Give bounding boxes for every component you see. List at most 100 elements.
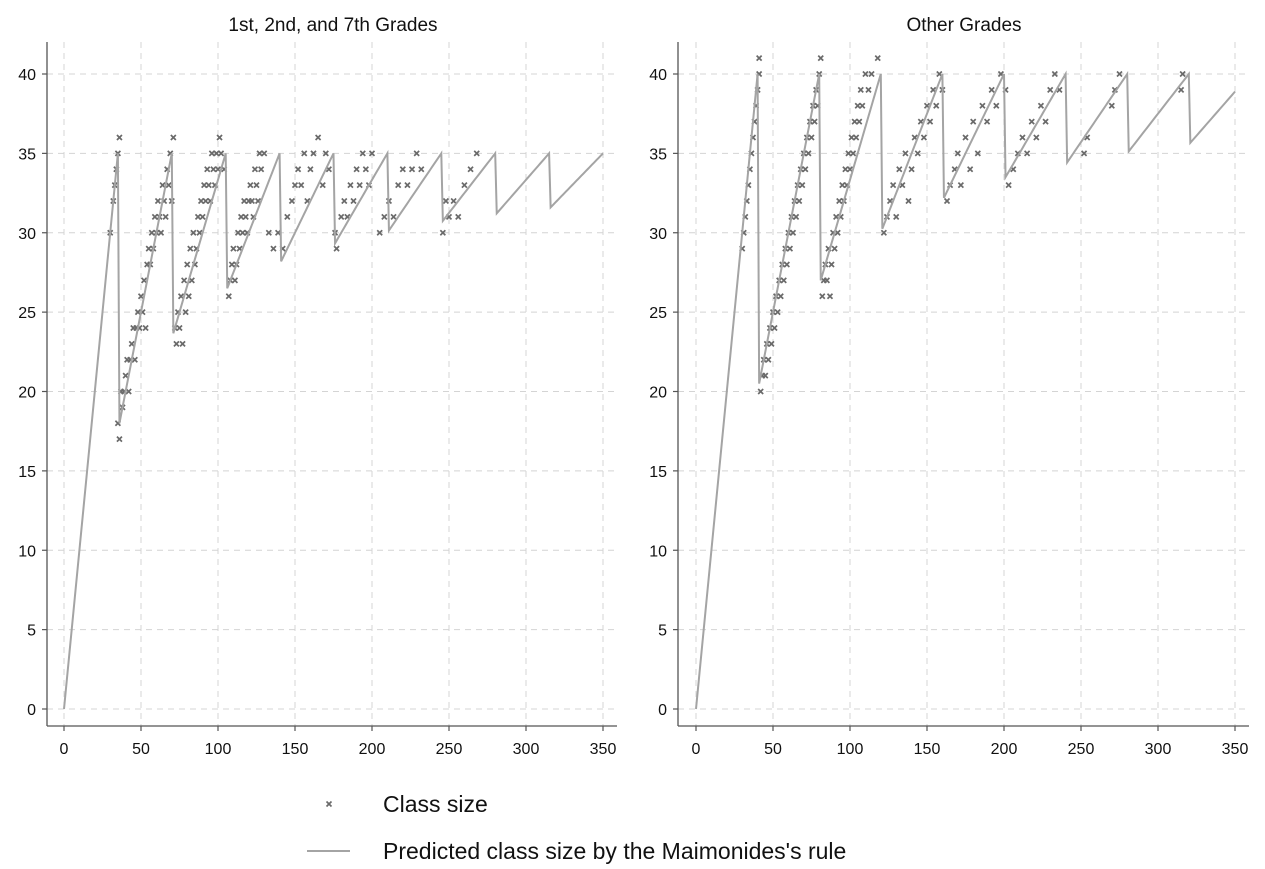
data-point (792, 213, 800, 220)
legend: Class size Predicted class size by the M… (307, 791, 846, 864)
data-point (856, 118, 863, 125)
data-point (853, 134, 860, 141)
data-point (811, 118, 818, 125)
y-tick-label: 30 (649, 226, 667, 243)
series-class-size (739, 55, 1186, 395)
data-point (116, 134, 123, 141)
data-point (216, 134, 223, 141)
y-tick-label: 15 (649, 464, 667, 481)
data-point (213, 150, 220, 157)
data-point (116, 436, 123, 443)
data-point (187, 245, 194, 252)
data-point (201, 182, 208, 189)
data-point (914, 150, 921, 157)
data-point (242, 213, 249, 220)
data-point (390, 213, 397, 220)
legend-label-predicted: Predicted class size by the Maimonides's… (383, 838, 846, 864)
data-point (783, 261, 790, 268)
predicted-line (63, 149, 604, 710)
y-tick-label: 40 (18, 67, 36, 84)
data-point (307, 166, 314, 173)
panel-left: 1st, 2nd, and 7th Grades 0 5 10 15 20 25 30 35 4… (18, 15, 617, 758)
data-point (933, 102, 940, 109)
x-tick-label: 250 (1068, 741, 1095, 758)
data-point (145, 245, 152, 252)
x-tick-label: 300 (1145, 741, 1172, 758)
data-point (1047, 86, 1054, 93)
y-tick-label: 20 (649, 385, 667, 402)
data-point (202, 197, 209, 205)
data-point (241, 197, 248, 205)
data-point (413, 150, 420, 157)
data-point (842, 166, 849, 173)
data-point (301, 150, 308, 157)
data-point (768, 340, 775, 347)
data-point (796, 197, 803, 205)
data-point (184, 261, 191, 268)
data-point (862, 70, 869, 78)
data-point (205, 182, 212, 189)
data-point (771, 324, 778, 332)
predicted-line (695, 70, 1236, 710)
data-point (399, 166, 406, 173)
y-tick-label: 15 (18, 464, 36, 481)
data-point (217, 150, 225, 157)
data-point (185, 293, 192, 300)
data-point (265, 229, 272, 236)
data-point (291, 182, 299, 189)
data-point (467, 166, 474, 173)
x-tick-label: 100 (837, 741, 864, 758)
gridlines (678, 42, 1249, 726)
data-point (905, 197, 912, 205)
data-point (828, 261, 835, 268)
data-point (450, 197, 457, 205)
data-point (1108, 102, 1115, 109)
data-point (225, 293, 232, 300)
y-tick-label: 25 (18, 305, 36, 322)
data-point (473, 150, 480, 157)
data-point (926, 118, 934, 125)
y-tick-label: 30 (18, 226, 36, 243)
data-point (957, 182, 964, 189)
data-point (239, 229, 246, 236)
data-point (780, 277, 787, 284)
data-point (954, 150, 961, 157)
data-point (322, 150, 329, 157)
data-point (786, 245, 794, 252)
data-point (455, 213, 462, 220)
data-point (839, 182, 846, 189)
data-point (333, 245, 340, 252)
data-point (258, 166, 265, 173)
data-point (880, 229, 887, 236)
data-point (826, 293, 834, 300)
data-point (1005, 182, 1012, 189)
data-point (805, 150, 812, 157)
legend-label-class-size: Class size (383, 791, 488, 817)
data-point (831, 245, 838, 252)
data-point (967, 166, 974, 173)
x-tick-label: 150 (914, 741, 941, 758)
data-point (237, 213, 245, 220)
data-point (151, 213, 158, 220)
data-point (1028, 118, 1035, 125)
data-point (762, 372, 769, 379)
data-point (777, 293, 784, 300)
data-point (148, 229, 155, 236)
data-point (157, 229, 165, 236)
data-point (159, 182, 166, 189)
data-point (284, 213, 291, 220)
data-point (808, 134, 815, 141)
x-tick-label: 300 (513, 741, 540, 758)
data-point (122, 372, 129, 379)
data-point (251, 166, 259, 173)
data-point (962, 134, 969, 141)
data-point (979, 102, 986, 109)
data-point (854, 102, 861, 109)
x-tick-label: 100 (205, 741, 232, 758)
y-tick-label: 35 (649, 146, 667, 163)
data-point (439, 229, 446, 236)
data-point (231, 277, 239, 284)
y-tick-label: 25 (649, 305, 667, 322)
x-tick-label: 150 (282, 741, 309, 758)
legend-x-marker-icon (325, 800, 333, 808)
